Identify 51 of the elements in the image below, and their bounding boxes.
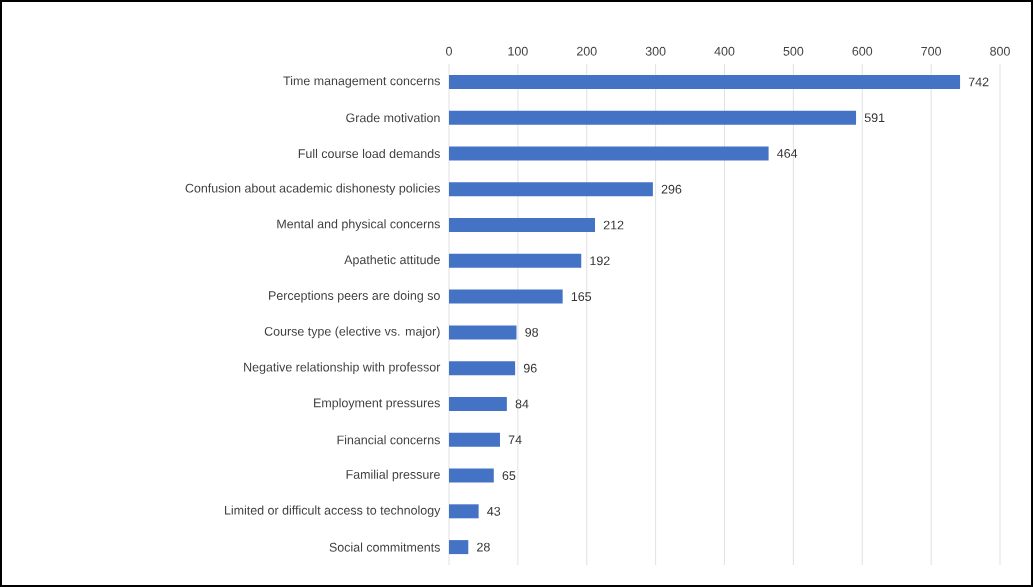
x-tick-label: 600 [852,46,873,56]
bar [449,361,516,376]
y-tick-label: Familial pressure [346,469,440,482]
y-tick-label: Perceptions peers are doing so [269,290,440,303]
bar [449,504,479,519]
data-label: 65 [502,471,516,480]
data-label: 96 [523,363,537,373]
data-label: 296 [661,184,682,194]
y-tick-label: Grade motivation [346,113,440,123]
data-label: 43 [487,506,501,516]
bar [449,146,769,161]
data-label: 212 [603,220,624,230]
data-label: 28 [477,542,490,552]
bar [449,253,582,268]
bar [449,110,857,125]
data-label: 84 [515,399,529,409]
bar [449,289,563,304]
bar [449,74,961,89]
x-tick-label: 200 [576,46,597,56]
data-label: 464 [777,149,798,158]
bar [449,218,596,233]
bar [449,182,653,197]
y-tick-label: Financial concerns [337,435,440,445]
y-tick-label: Full course load demands [298,148,440,159]
data-label: 591 [864,113,885,123]
bar [449,468,494,483]
data-label: 98 [525,327,539,337]
x-tick-label: 700 [921,46,942,56]
y-tick-label: Apathetic attitude [344,255,440,267]
y-tick-label: Time management concerns [283,76,440,88]
x-tick-label: 800 [990,46,1010,56]
x-tick-label: 400 [714,46,735,56]
data-label: 192 [590,256,610,266]
x-tick-label: 500 [783,46,804,56]
bar [449,540,469,555]
y-tick-label: Course type (elective vs. major) [264,326,440,339]
data-label: 165 [571,292,592,302]
bar [449,325,517,340]
x-tick-label: 0 [446,46,452,56]
y-tick-label: Social commitments [329,542,440,552]
data-label: 74 [508,435,522,445]
y-tick-label: Employment pressures [314,398,440,410]
x-tick-label: 300 [645,46,666,56]
y-tick-label: Confusion about academic dishonesty policies [185,183,440,196]
y-tick-label: Limited or difficult access to technology [224,505,441,518]
data-label: 742 [968,77,989,87]
bar [449,396,507,411]
y-tick-label: Mental and physical concerns [277,219,440,231]
x-tick-label: 100 [508,46,528,56]
bar [449,432,500,447]
y-tick-label: Negative relationship with professor [244,362,441,374]
